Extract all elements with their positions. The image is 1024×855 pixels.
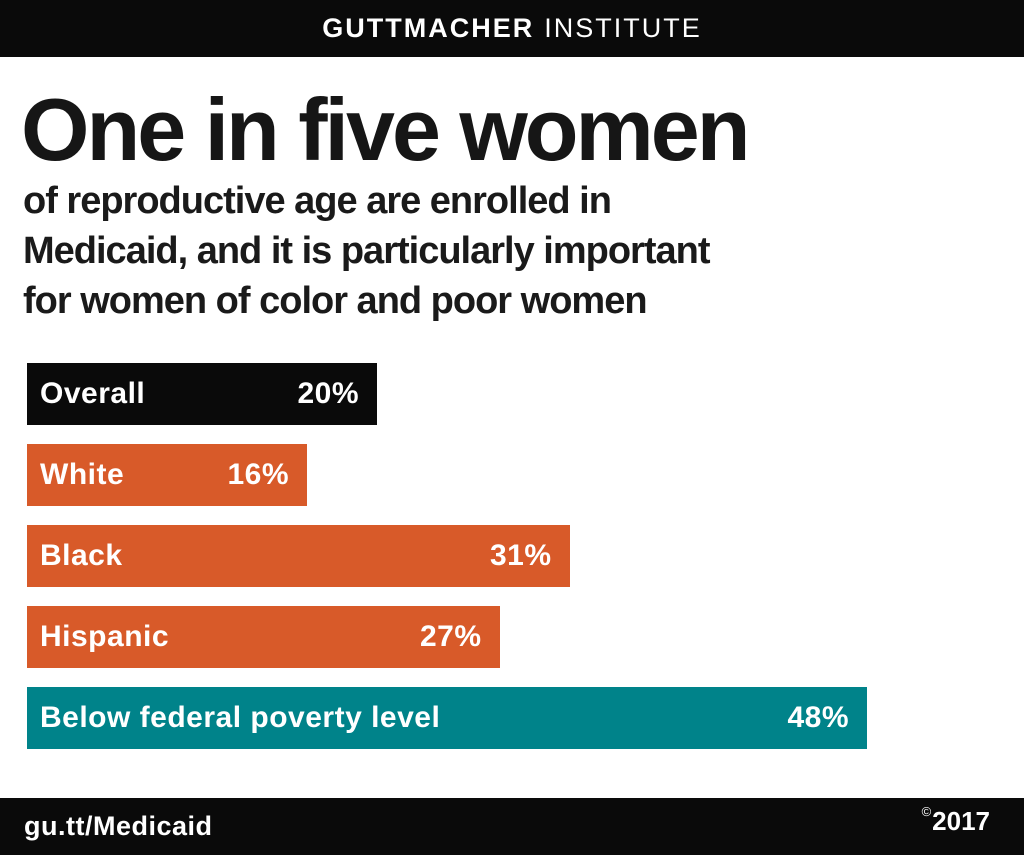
copyright-symbol: © <box>921 804 932 819</box>
bar-category-label: Below federal poverty level <box>40 701 441 734</box>
footer-url-link[interactable]: gu.tt/Medicaid <box>24 811 213 841</box>
bar-value-label: 16% <box>227 458 289 491</box>
bar-value-label: 48% <box>787 701 849 734</box>
footer-bar: gu.tt/Medicaid ©2017 <box>0 798 1024 855</box>
bar-category-label: Hispanic <box>40 620 170 653</box>
bar-category-label: White <box>40 458 125 491</box>
headline: One in five women <box>21 80 750 179</box>
bar-value-label: 31% <box>489 539 552 572</box>
brand-name-bold: GUTTMACHER <box>322 13 535 43</box>
bar-value-label: 20% <box>297 377 359 410</box>
bar-row-overall: Overall 20% <box>27 363 377 425</box>
bar-row-white: White 16% <box>27 444 307 506</box>
subtitle: of reproductive age are enrolled in Medi… <box>23 176 710 326</box>
copyright-year: 2017 <box>932 806 990 836</box>
brand-logo: GUTTMACHER INSTITUTE <box>322 13 701 44</box>
bar-chart: Overall 20% White 16% Black 31% Hispanic 27% Bel… <box>27 363 867 768</box>
bar-value-label: 27% <box>419 620 482 653</box>
brand-name-light: INSTITUTE <box>544 13 702 43</box>
subtitle-line-3: for women of color and poor women <box>23 280 648 322</box>
copyright-notice: ©2017 <box>922 804 990 837</box>
bar-category-label: Overall <box>40 377 146 410</box>
subtitle-line-1: of reproductive age are enrolled in <box>23 180 612 222</box>
bar-row-hispanic: Hispanic 27% <box>27 606 500 668</box>
bar-row-below-federal-poverty-level: Below federal poverty level 48% <box>27 687 867 749</box>
header-bar: GUTTMACHER INSTITUTE <box>0 0 1024 57</box>
subtitle-line-2: Medicaid, and it is particularly importa… <box>23 230 710 272</box>
bar-row-black: Black 31% <box>27 525 570 587</box>
bar-category-label: Black <box>40 539 123 572</box>
